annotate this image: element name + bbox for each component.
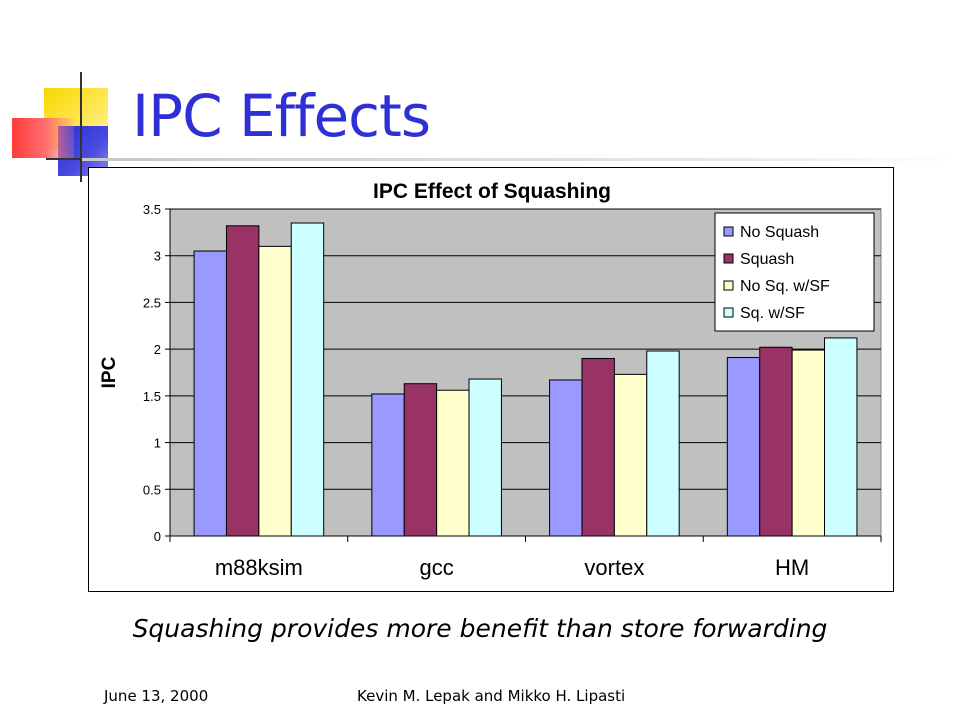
- y-tick-label: 2: [154, 342, 161, 357]
- legend-label: No Sq. w/SF: [740, 278, 830, 295]
- bar-vortex-3: [646, 350, 680, 537]
- legend-swatch: [723, 253, 734, 264]
- logo-red-square: [12, 118, 74, 158]
- legend-box: [714, 212, 875, 332]
- legend-label: Squash: [740, 251, 794, 268]
- y-tick-label: 1.5: [143, 389, 161, 404]
- y-tick-label: 1: [154, 436, 161, 451]
- bar-hm-2: [791, 349, 826, 537]
- y-tick-label: 0: [154, 529, 161, 544]
- bar-vortex-2: [613, 373, 648, 537]
- bar-vortex-1: [581, 357, 615, 537]
- chart: IPC Effect of Squashing 3.5 3 2.5 2 1.5 1 0.5 0 I…: [99, 180, 882, 580]
- x-tick-label: vortex: [584, 555, 644, 580]
- bar-hm-3: [824, 337, 858, 537]
- bar-m88ksim-2: [258, 245, 292, 537]
- legend-swatch: [723, 307, 734, 318]
- bar-gcc-2: [436, 389, 470, 537]
- bar-gcc-3: [468, 378, 502, 537]
- footer-date: June 13, 2000: [104, 687, 209, 705]
- bar-m88ksim-3: [290, 222, 325, 537]
- legend-label: Sq. w/SF: [740, 305, 805, 322]
- x-tick-label: gcc: [420, 555, 454, 580]
- legend-label: No Squash: [740, 224, 819, 241]
- y-tick-label: 2.5: [143, 295, 161, 310]
- bar-hm-1: [759, 346, 793, 537]
- bar-hm-0: [726, 357, 761, 537]
- y-tick-label: 3.5: [143, 202, 161, 217]
- footer-authors: Kevin M. Lepak and Mikko H. Lipasti: [357, 687, 626, 705]
- y-tick-label: 3: [154, 249, 161, 264]
- x-tick-label: HM: [775, 555, 809, 580]
- bar-m88ksim-1: [225, 225, 260, 537]
- legend-swatch: [723, 226, 734, 237]
- slide-caption: Squashing provides more benefit than sto…: [132, 614, 828, 643]
- legend-swatch: [723, 280, 734, 291]
- bar-gcc-1: [403, 383, 438, 537]
- bar-vortex-0: [549, 379, 583, 537]
- chart-frame: IPC Effect of Squashing 3.5 3 2.5 2 1.5 1 0.5 0 I…: [88, 167, 894, 592]
- logo-vertical-line: [80, 72, 82, 182]
- x-tick-label: m88ksim: [215, 555, 303, 580]
- bar-m88ksim-0: [193, 250, 227, 537]
- y-axis-title: IPC: [99, 356, 120, 388]
- title-rule: [82, 158, 960, 161]
- chart-title: IPC Effect of Squashing: [373, 180, 611, 203]
- slide-logo: [0, 0, 142, 190]
- y-tick-label: 0.5: [143, 482, 161, 497]
- bar-gcc-0: [371, 393, 405, 537]
- slide-title: IPC Effects: [132, 82, 431, 150]
